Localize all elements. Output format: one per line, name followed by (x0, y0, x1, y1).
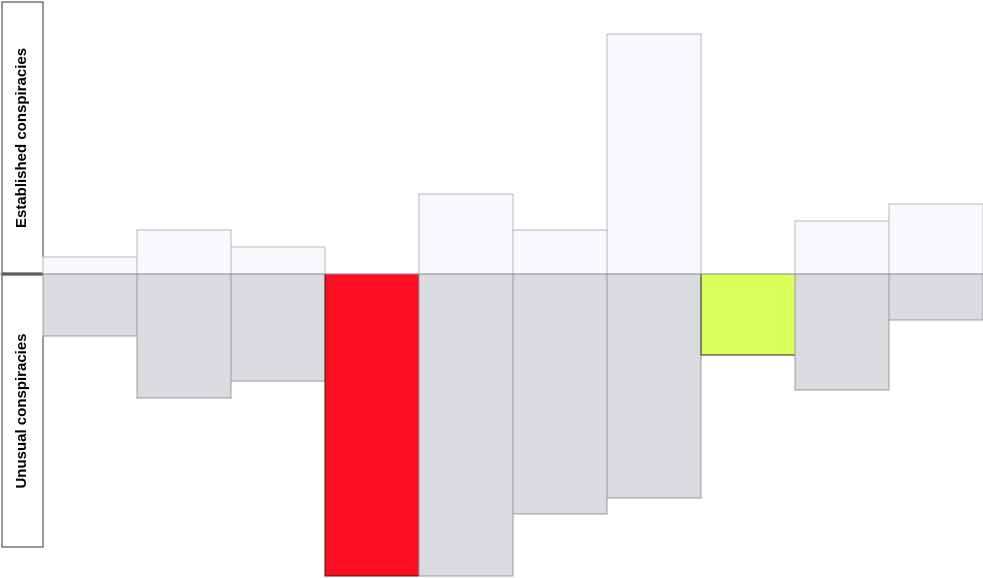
bar (794, 273, 890, 391)
bar (512, 273, 608, 515)
bar (42, 273, 138, 337)
bar (512, 229, 608, 275)
bar (324, 273, 420, 577)
bar (136, 273, 232, 399)
bar (794, 220, 890, 275)
bar (42, 256, 138, 275)
label-box (1, 1, 44, 274)
label-box (1, 274, 44, 548)
bar (606, 273, 702, 499)
bar (418, 193, 514, 275)
bar (230, 273, 326, 382)
series-label: Established conspiracies (13, 48, 30, 228)
bar (418, 273, 514, 577)
bar (700, 273, 796, 356)
bar (888, 203, 983, 275)
bar (888, 273, 983, 321)
bar (136, 229, 232, 275)
bar (230, 246, 326, 275)
bar (606, 33, 702, 275)
series-label: Unusual conspiracies (13, 333, 30, 488)
